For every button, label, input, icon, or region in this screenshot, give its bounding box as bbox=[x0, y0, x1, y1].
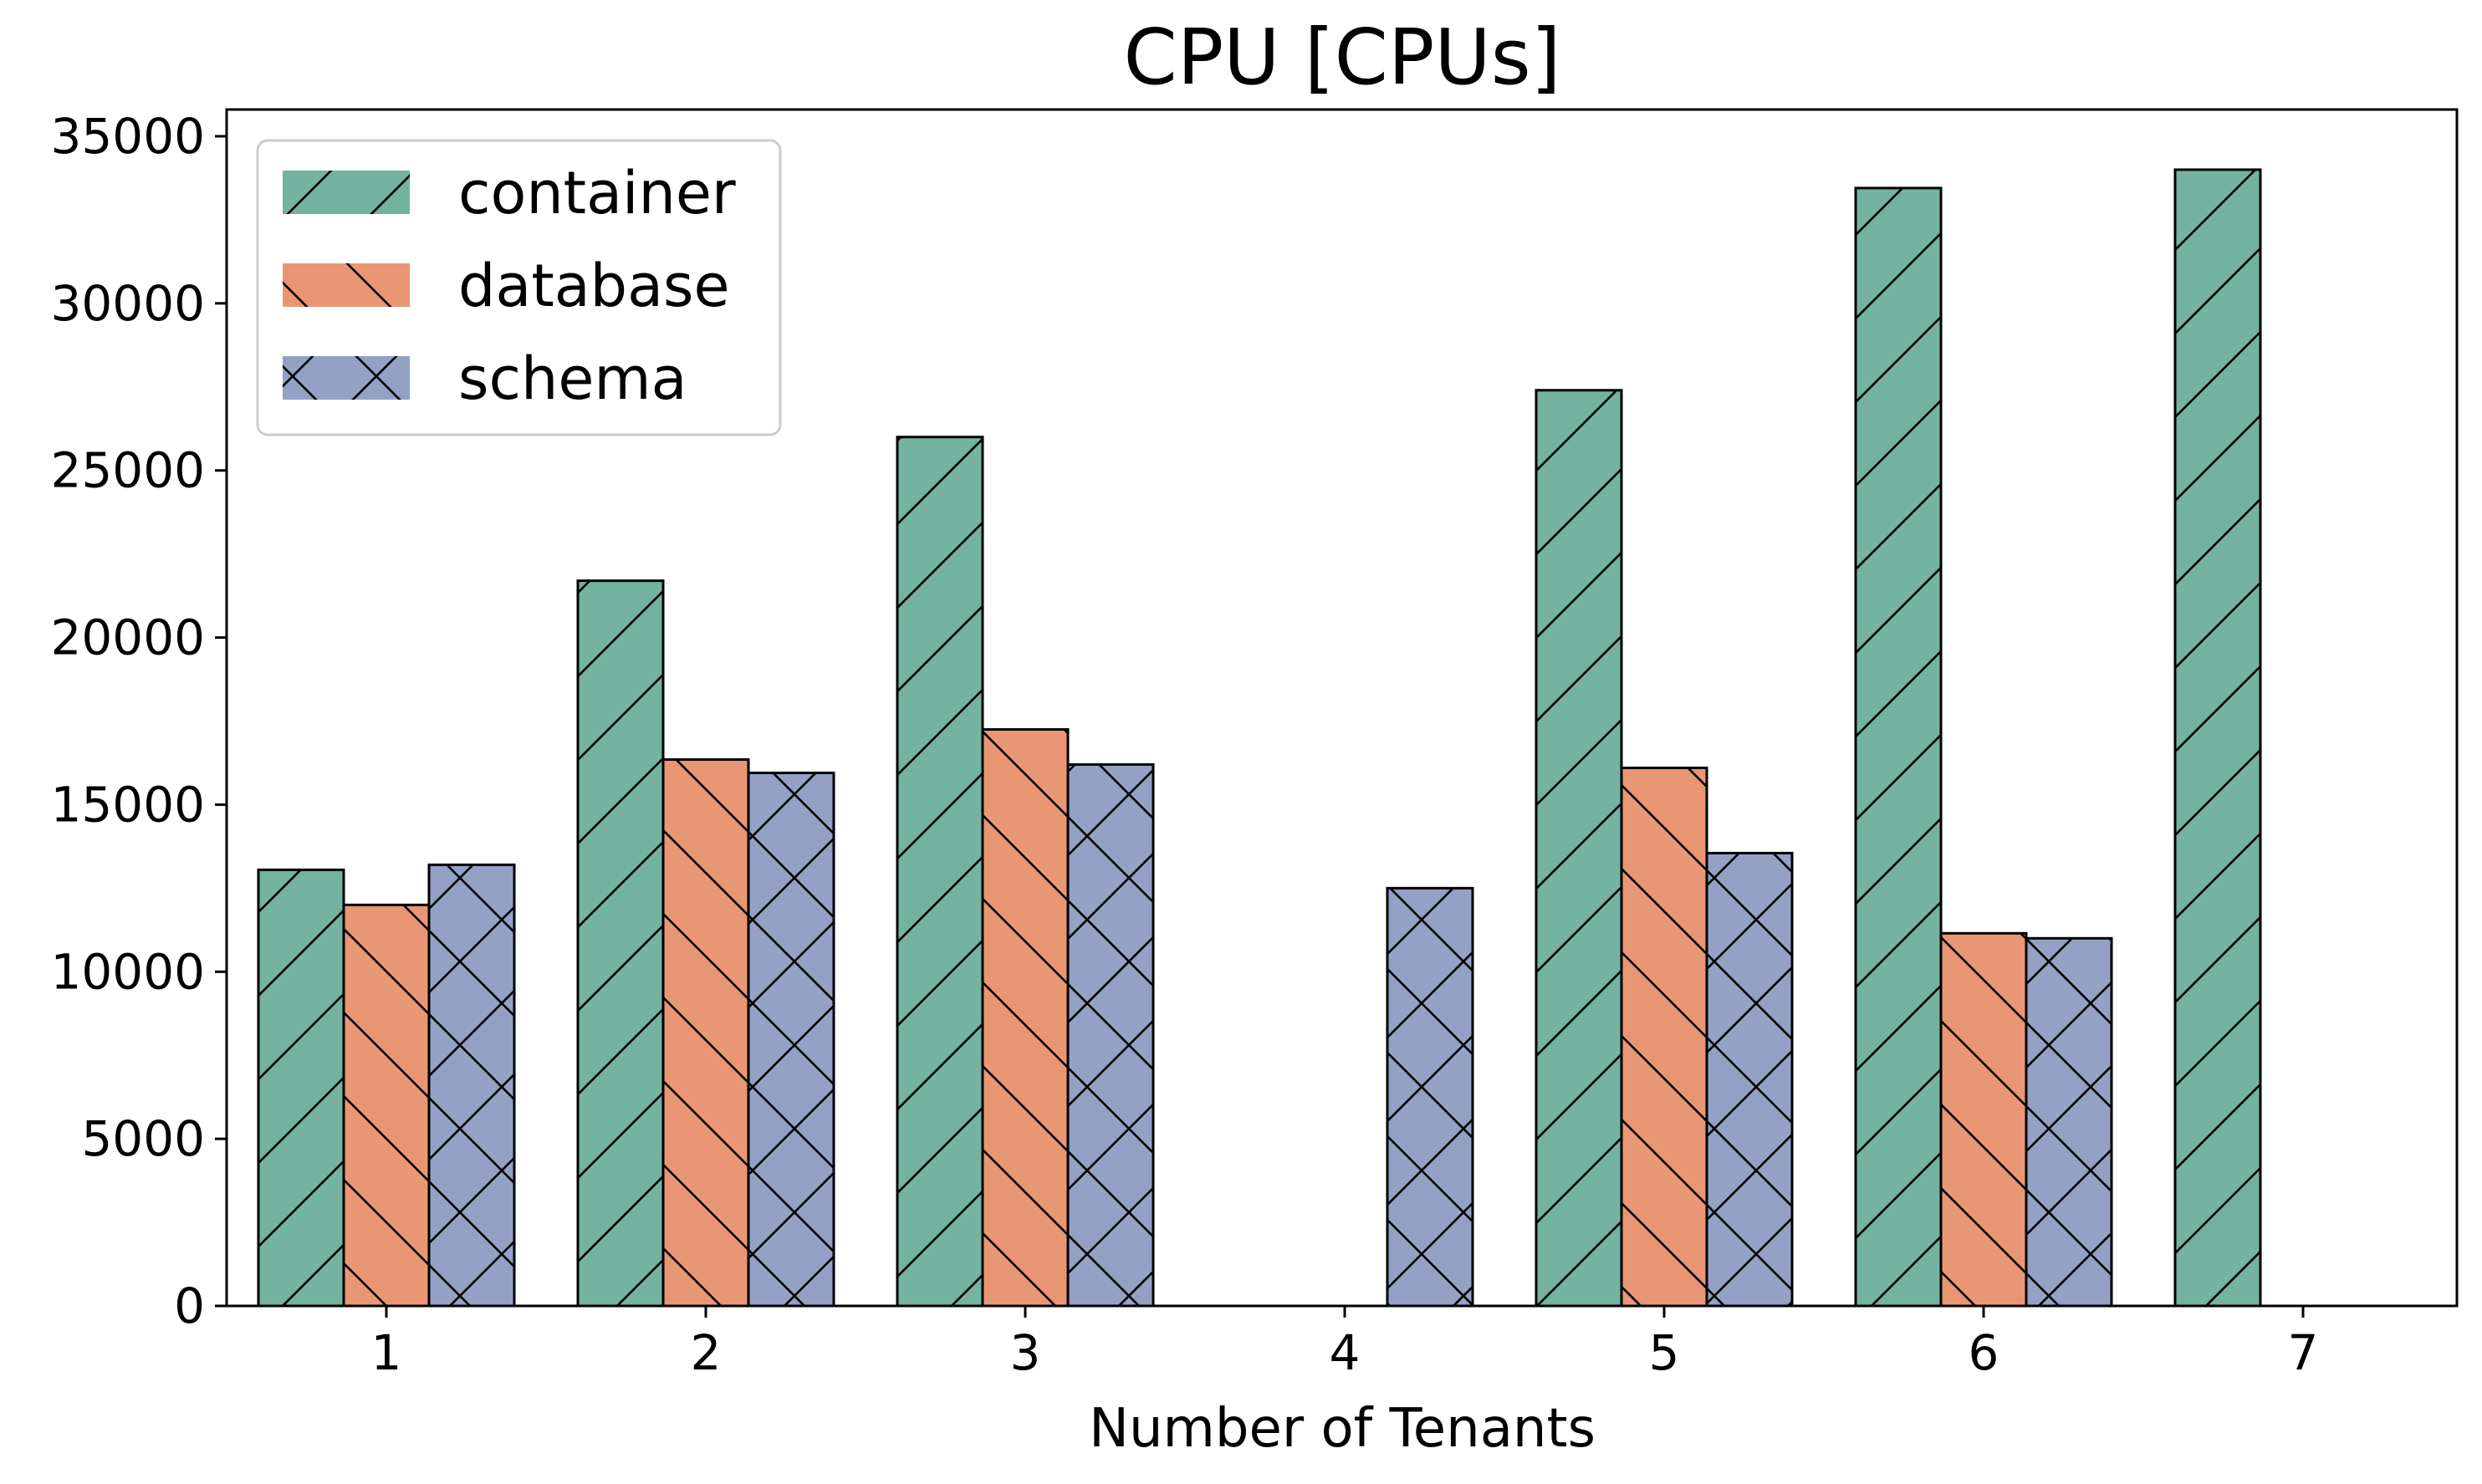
bar-schema-6 bbox=[2025, 936, 2113, 1308]
legend-label: container bbox=[458, 159, 736, 227]
bar-database-3 bbox=[981, 727, 1070, 1308]
y-tick-label: 5000 bbox=[81, 1110, 205, 1167]
legend-swatch-hatch bbox=[283, 356, 410, 400]
y-tick-label: 20000 bbox=[50, 609, 205, 666]
legend: container database schema bbox=[256, 139, 782, 436]
chart-title: CPU [CPUs] bbox=[1123, 13, 1560, 102]
legend-swatch-hatch bbox=[283, 171, 410, 214]
x-axis: 1 2 3 4 5 6 7 bbox=[371, 1306, 2319, 1381]
y-tick-label: 25000 bbox=[50, 442, 205, 499]
x-axis-label: Number of Tenants bbox=[1089, 1398, 1596, 1460]
y-tick-label: 0 bbox=[174, 1277, 205, 1334]
bar-database-1 bbox=[342, 903, 431, 1308]
bar-database-2 bbox=[661, 757, 750, 1308]
x-tick-label: 3 bbox=[1010, 1324, 1041, 1381]
bar-schema-3 bbox=[1066, 762, 1155, 1308]
y-tick-label: 15000 bbox=[50, 776, 205, 833]
y-tick-label: 35000 bbox=[50, 108, 205, 165]
legend-item-container: container bbox=[283, 159, 736, 227]
y-tick-label: 10000 bbox=[50, 943, 205, 1000]
bar-schema-4 bbox=[1386, 886, 1474, 1308]
legend-item-database: database bbox=[283, 252, 730, 320]
bar-container-6 bbox=[1854, 186, 1943, 1308]
y-axis: 0 5000 10000 15000 20000 25000 30000 35000 bbox=[50, 108, 227, 1334]
x-tick-label: 2 bbox=[691, 1324, 722, 1381]
bar-container-5 bbox=[1535, 389, 1623, 1308]
legend-label: database bbox=[458, 252, 730, 320]
x-tick-label: 6 bbox=[1969, 1324, 1999, 1381]
bar-schema-2 bbox=[747, 771, 835, 1308]
bar-container-7 bbox=[2173, 168, 2262, 1308]
bar-schema-1 bbox=[427, 863, 516, 1308]
legend-swatch-hatch bbox=[283, 263, 410, 307]
bar-database-5 bbox=[1620, 766, 1708, 1308]
plot-frame bbox=[225, 108, 2459, 1308]
x-tick-label: 5 bbox=[1649, 1324, 1680, 1381]
bars-layer bbox=[257, 168, 2262, 1308]
legend-label: schema bbox=[458, 344, 687, 413]
legend-item-schema: schema bbox=[283, 344, 687, 413]
x-tick-label: 1 bbox=[371, 1324, 402, 1381]
bar-container-2 bbox=[576, 579, 665, 1308]
y-tick-label: 30000 bbox=[50, 275, 205, 332]
bar-container-3 bbox=[896, 436, 984, 1308]
x-tick-label: 7 bbox=[2288, 1324, 2319, 1381]
bar-container-1 bbox=[257, 868, 345, 1308]
bar-database-6 bbox=[1939, 931, 2028, 1308]
bar-schema-5 bbox=[1705, 851, 1794, 1308]
x-tick-label: 4 bbox=[1330, 1324, 1361, 1381]
